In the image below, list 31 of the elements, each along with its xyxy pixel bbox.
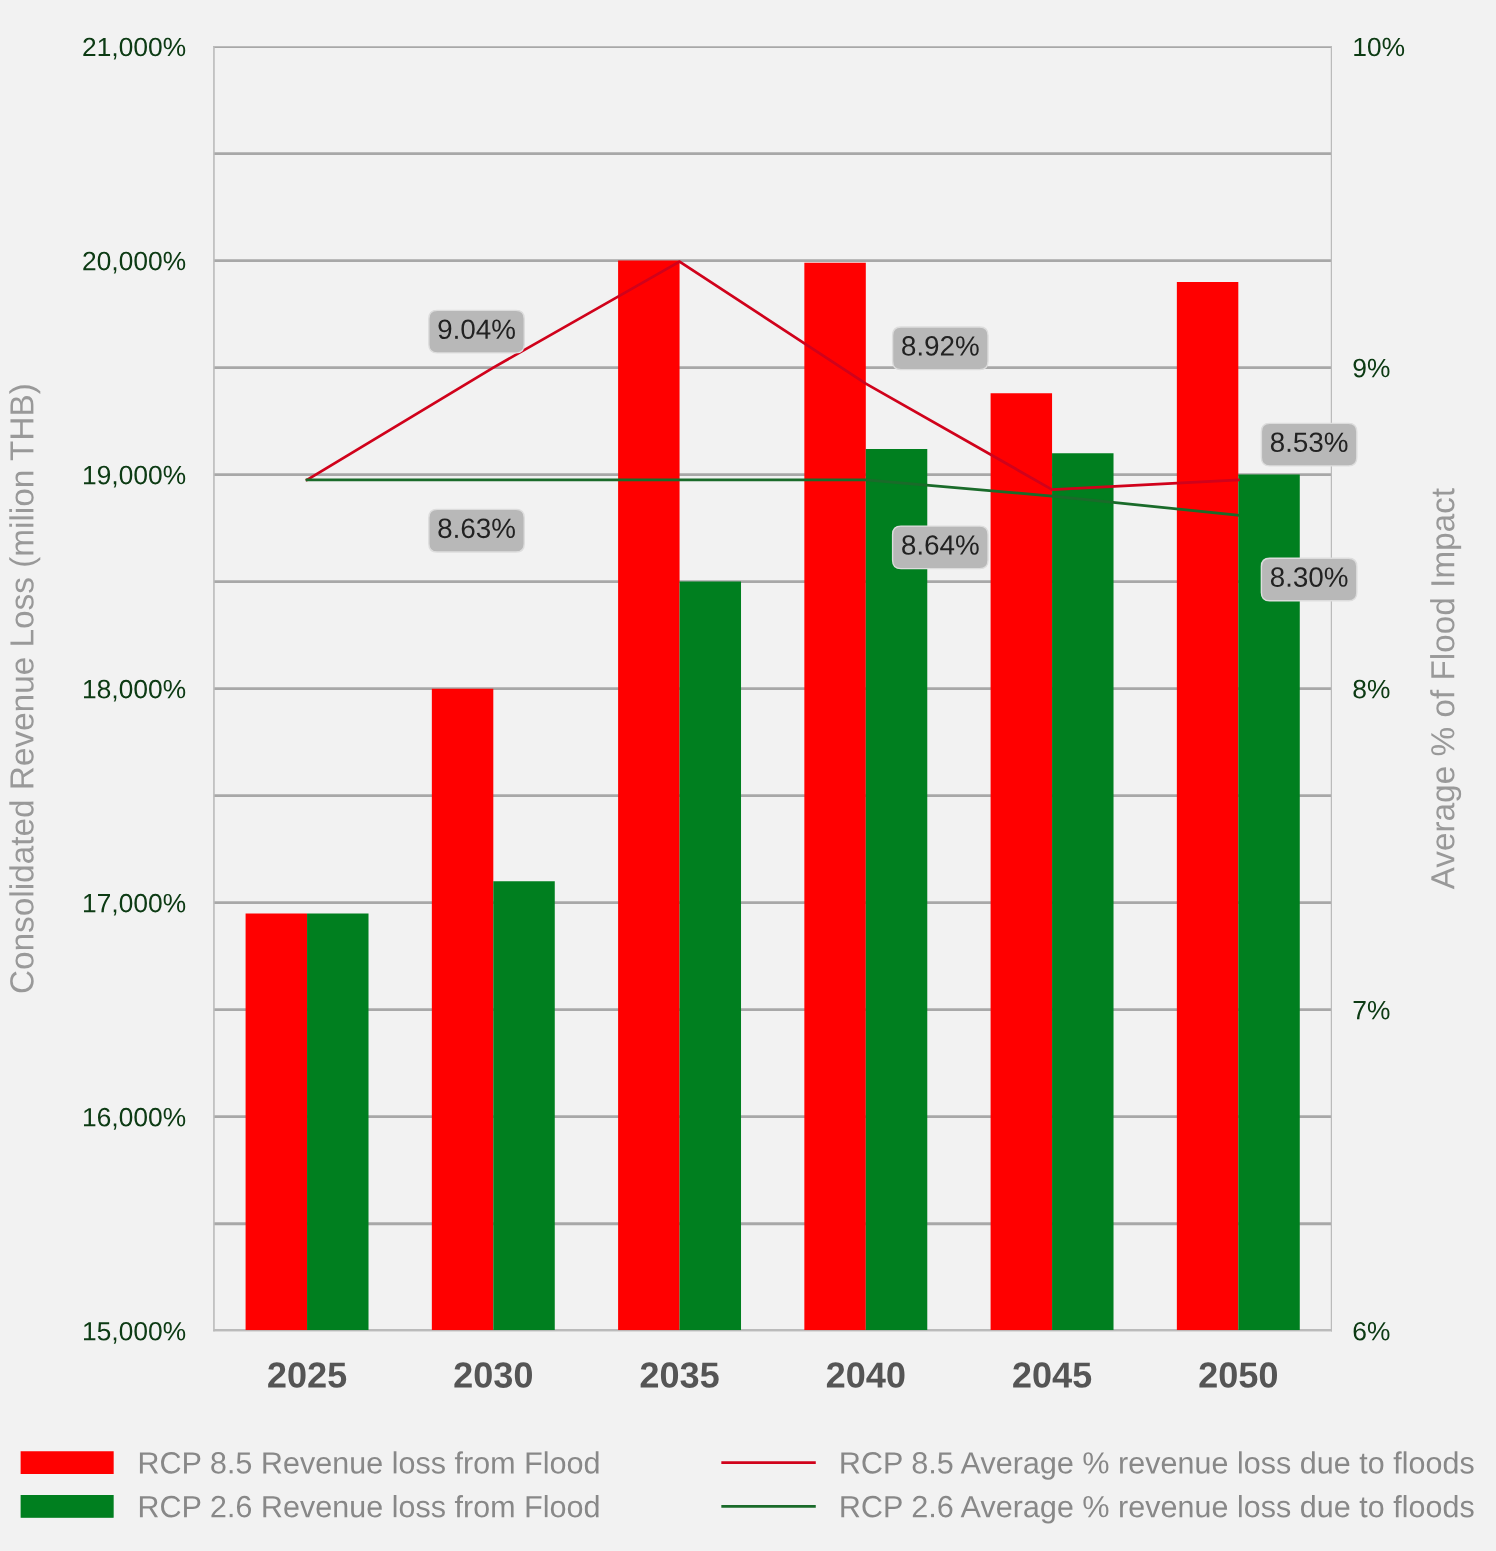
y2-tick-label: 10% [1354,37,1405,57]
x-tick-label: 2035 [640,1362,719,1388]
x-tick-label: 2040 [826,1362,905,1388]
line-series [305,260,1240,491]
x-tick-label: 2050 [1199,1362,1277,1388]
legend-label: RCP 2.6 Average % revenue loss due to floods [841,1495,1474,1524]
y2-tick-label: 9% [1353,358,1390,378]
y-tick-label: 18,000% [83,679,186,702]
legend-label: RCP 8.5 Average % revenue loss due to floods [841,1451,1474,1480]
y2-tick-label: 8% [1353,679,1390,699]
annotation: 8.64% [902,535,979,555]
y-tick-label: 19,000% [83,465,186,488]
annotation: 8.63% [438,518,515,539]
x-tick-label: 2025 [268,1362,347,1388]
y-tick-label: 20,000% [83,251,186,274]
y-tick-label: 21,000% [83,37,186,60]
y-axis-title: Consolidated Revenue Loss (milion THB) [9,385,41,993]
y-tick-label: 17,000% [83,893,186,916]
annotation: 8.92% [902,336,979,356]
annotation: 8.30% [1270,567,1348,587]
x-tick-label: 2045 [1013,1362,1092,1388]
legend-label: RCP 8.5 Revenue loss from Flood [139,1451,599,1474]
annotation: 9.04% [438,319,515,340]
annotation: 8.53% [1270,432,1348,453]
y2-tick-label: 7% [1353,1000,1390,1020]
x-tick-label: 2030 [454,1362,532,1388]
y2-tick-label: 6% [1353,1321,1390,1341]
y2-axis-title: Average % of Flood Impact [1430,488,1462,890]
y-tick-label: 15,000% [83,1321,186,1344]
y-tick-label: 16,000% [83,1107,186,1130]
legend-label: RCP 2.6 Revenue loss from Flood [139,1495,599,1518]
